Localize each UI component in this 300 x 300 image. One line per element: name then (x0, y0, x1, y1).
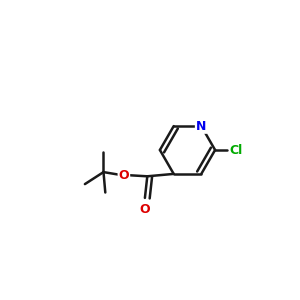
Text: O: O (118, 169, 129, 182)
Text: N: N (196, 120, 206, 133)
Text: O: O (140, 203, 150, 216)
Text: Cl: Cl (230, 143, 243, 157)
